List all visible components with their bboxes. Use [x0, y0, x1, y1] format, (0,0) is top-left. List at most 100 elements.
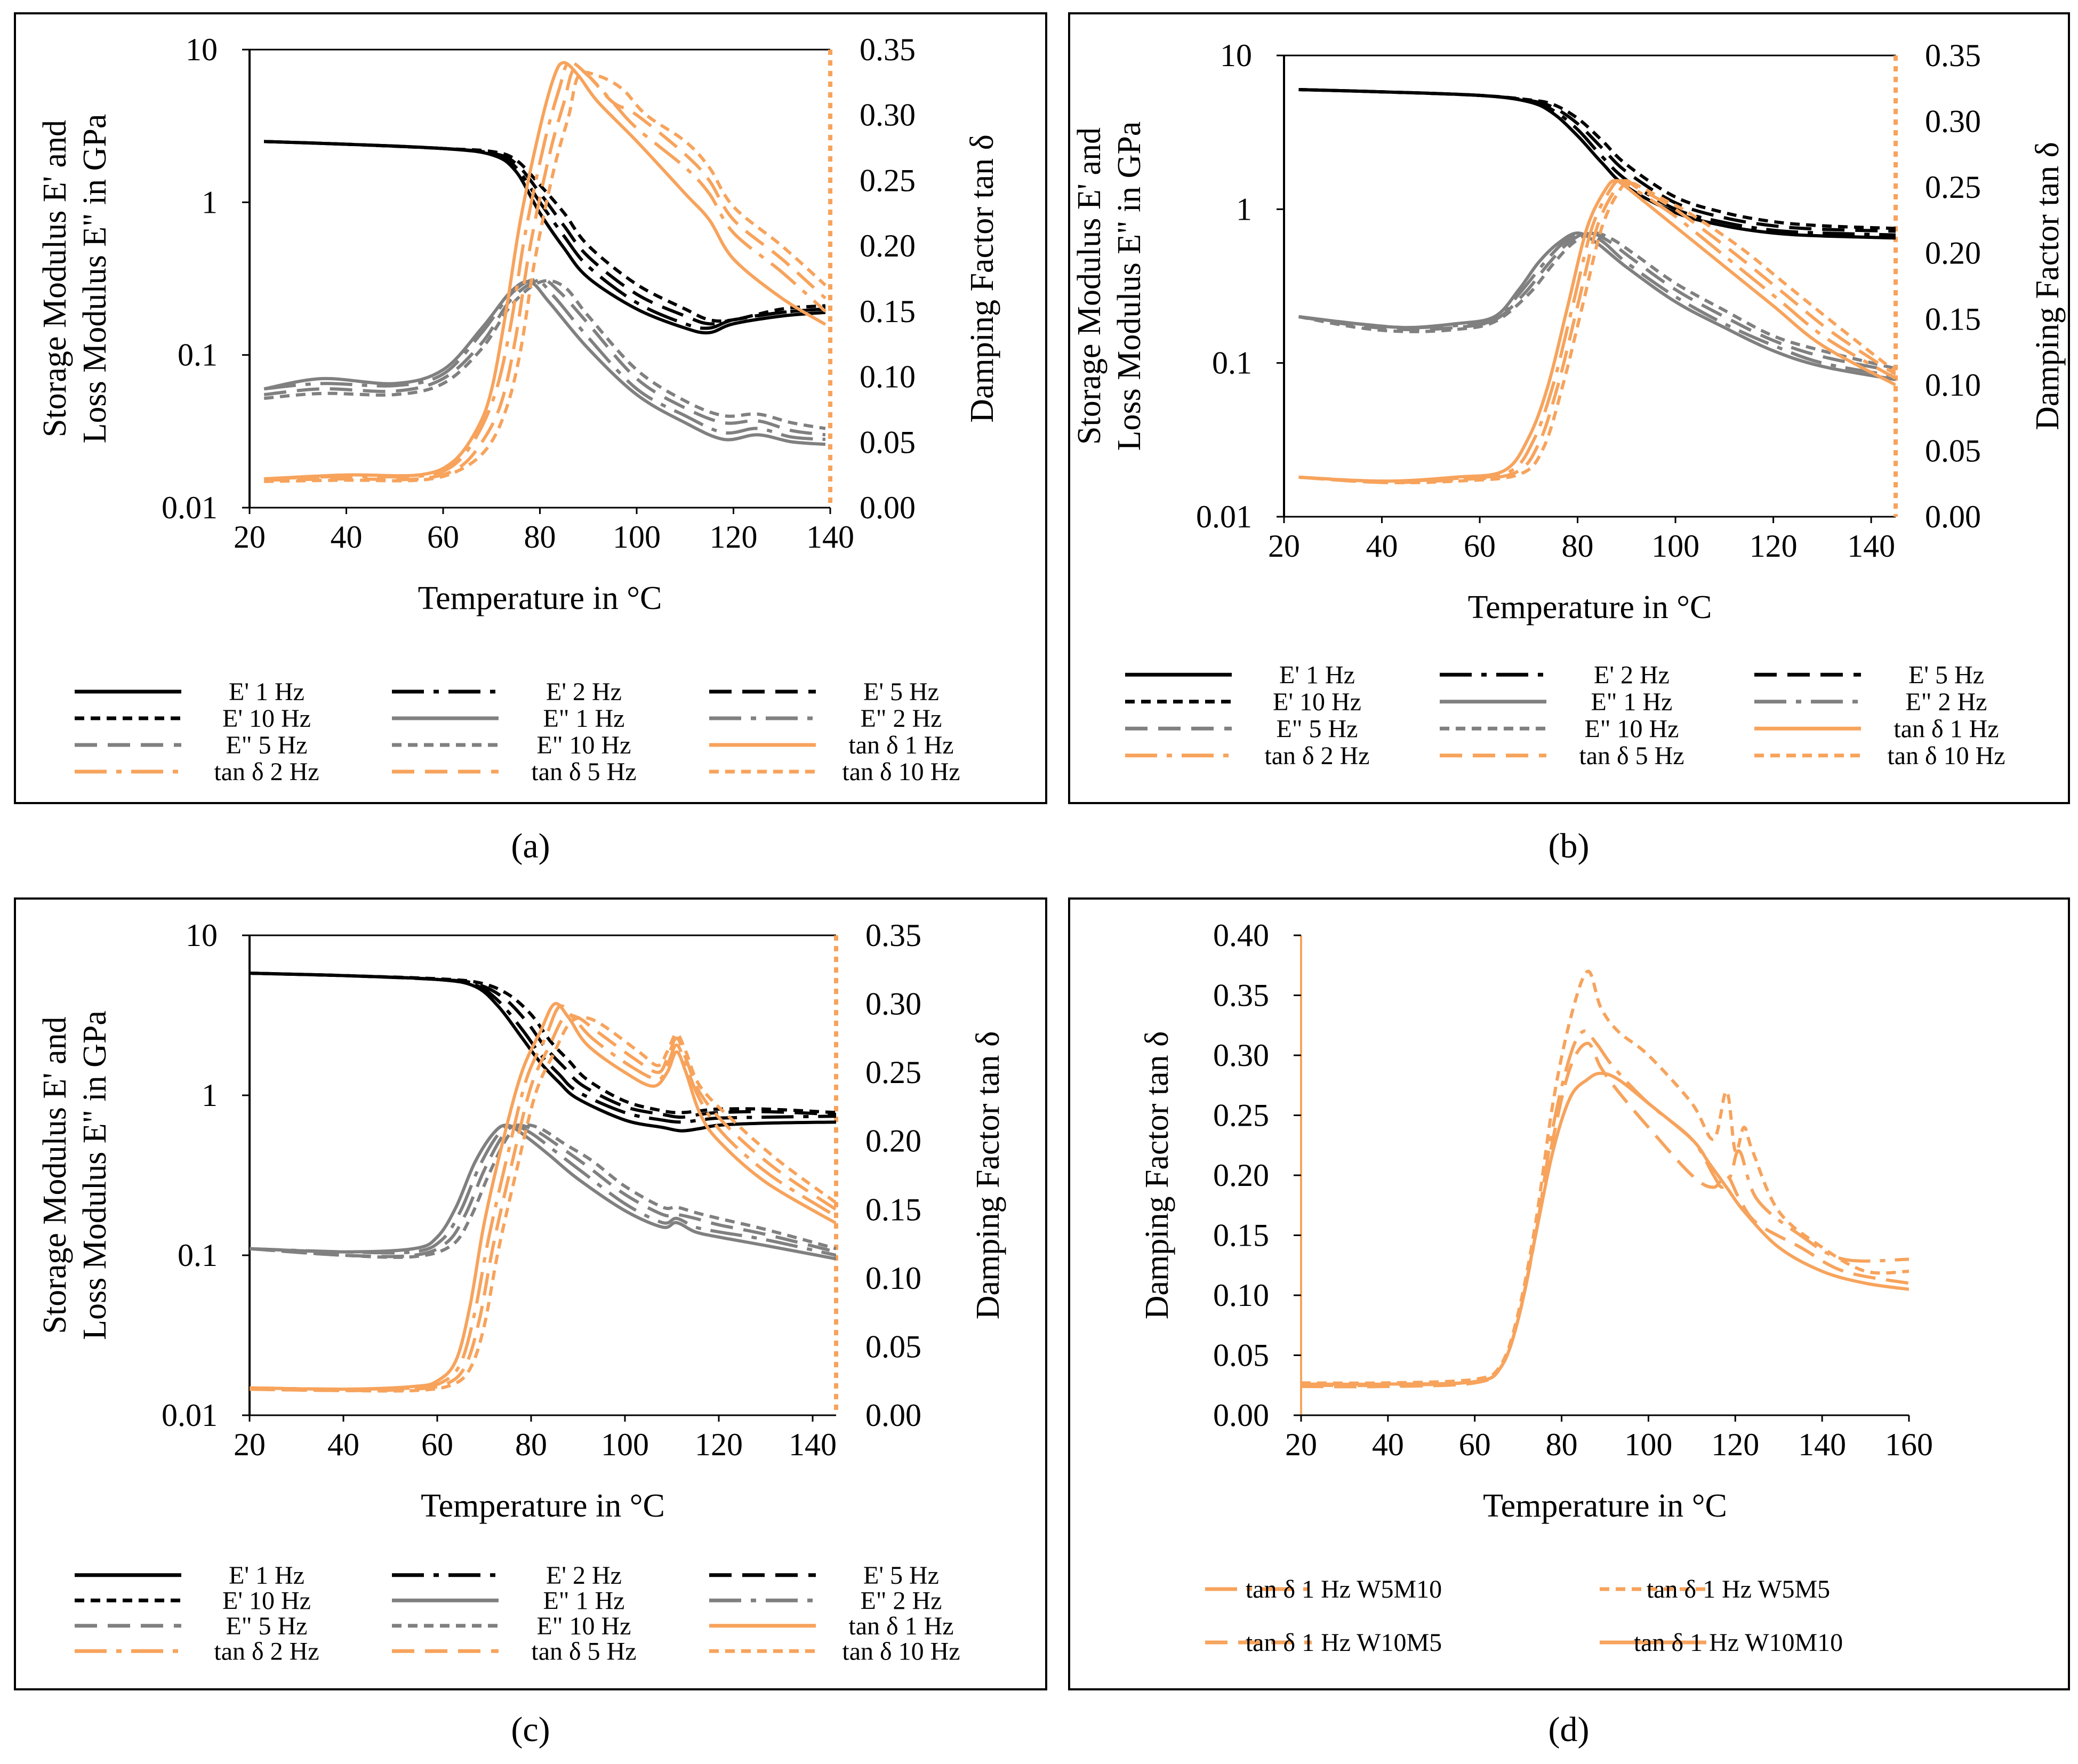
y-left-tick-label: 10 — [186, 32, 218, 67]
legend: tan δ 1 Hz W5M10 tan δ 1 Hz W5M5 tan δ 1 H… — [1205, 1575, 1843, 1657]
y-left-tick-label: 0.40 — [1213, 918, 1269, 953]
y-left-tick-label: 0.00 — [1213, 1398, 1269, 1433]
x-tick-label: 40 — [327, 1427, 359, 1462]
legend-label: tan δ 1 Hz W10M5 — [1246, 1629, 1442, 1657]
series-line-e-5-hz — [250, 972, 836, 1119]
y-left-tick-label: 0.25 — [1213, 1098, 1269, 1133]
x-axis-title: Temperature in °C — [1483, 1488, 1727, 1524]
series-group — [1298, 88, 1896, 485]
legend-label: E' 10 Hz — [1273, 688, 1361, 716]
y-right-tick-label: 0.30 — [1925, 104, 1981, 139]
legend-label: tan δ 2 Hz — [214, 1637, 319, 1665]
series-line-tan-1-hz-w10m5 — [1301, 1041, 1909, 1389]
y-right-tick-label: 0.20 — [860, 228, 916, 263]
legend-label: E" 10 Hz — [1585, 715, 1679, 743]
x-tick-label: 140 — [1798, 1427, 1846, 1462]
series-line-tan-10-hz — [264, 70, 827, 483]
x-tick-label: 40 — [1372, 1427, 1404, 1462]
legend-label: tan δ 1 Hz W5M5 — [1647, 1575, 1830, 1603]
x-tick-label: 120 — [710, 519, 758, 555]
x-tick-label: 60 — [427, 519, 459, 555]
legend-label: E' 5 Hz — [863, 678, 939, 706]
legend-label: E' 1 Hz — [1279, 661, 1355, 689]
series-line-e-1-hz — [250, 1123, 836, 1261]
series-line-e-5-hz — [263, 278, 826, 437]
series-group — [250, 972, 836, 1393]
y-axis-title-line1: Storage Modulus E' and — [37, 1017, 73, 1334]
series-line-e-5-hz — [250, 1123, 836, 1258]
y-right-tick-label: 0.20 — [865, 1124, 921, 1159]
y-axis-title: Damping Factor tan δ — [1139, 1031, 1175, 1320]
y-left-tick-label: 0.05 — [1213, 1338, 1269, 1373]
legend-label: tan δ 1 Hz — [848, 1612, 953, 1640]
series-line-tan-10-hz — [250, 1016, 836, 1393]
y-left-tick-label: 0.1 — [1212, 346, 1252, 381]
legend-label: tan δ 1 Hz — [848, 731, 953, 759]
x-tick-label: 140 — [1847, 528, 1895, 564]
y-left-tick-label: 0.1 — [178, 1238, 218, 1273]
chart-panel-a: 20 40 60 80 100 120 140 0.01 0.1 1 10 0.00 0.05 0.10 0… — [14, 12, 1047, 865]
panel-caption: (c) — [511, 1710, 550, 1749]
panel-caption: (b) — [1549, 827, 1590, 865]
panel-frame — [1068, 12, 2070, 804]
x-tick-label: 20 — [1268, 528, 1300, 564]
x-axis-title: Temperature in °C — [421, 1488, 665, 1524]
y-left-tick-label: 1 — [202, 185, 218, 220]
x-tick-label: 20 — [234, 519, 266, 555]
legend-label: E" 1 Hz — [543, 1586, 625, 1615]
y-axis-title-line1: Storage Modulus E' and — [1071, 127, 1108, 445]
y-left-tick-label: 1 — [1236, 191, 1252, 227]
series-line-tan-10-hz — [1298, 181, 1896, 485]
legend-label: tan δ 5 Hz — [1579, 742, 1684, 770]
x-tick-label: 140 — [806, 519, 854, 555]
y-axis-title-line2: Loss Modulus E" in GPa — [77, 1011, 113, 1340]
y-left-tick-label: 0.01 — [162, 1398, 218, 1433]
legend-label: E" 5 Hz — [226, 731, 308, 759]
y-right-tick-label: 0.05 — [865, 1329, 921, 1364]
series-line-e-2-hz — [250, 972, 836, 1124]
y-right-tick-label: 0.05 — [1925, 433, 1981, 468]
y-right-tick-label: 0.35 — [1925, 38, 1981, 73]
y-right-tick-label: 0.15 — [860, 294, 916, 329]
x-tick-label: 20 — [234, 1427, 266, 1462]
series-line-e-10-hz — [264, 140, 826, 323]
panel-caption: (a) — [511, 827, 550, 865]
series-line-e-10-hz — [263, 279, 826, 430]
y-right-tick-label: 0.35 — [860, 32, 916, 67]
x-tick-label: 160 — [1885, 1427, 1933, 1462]
y-right-tick-label: 0.00 — [860, 490, 916, 525]
x-tick-label: 80 — [1562, 528, 1594, 564]
chart-panel-c: 20 40 60 80 100 120 140 0.01 0.1 1 10 0.00 0.05 0.10 0… — [14, 897, 1047, 1749]
y-left-tick-label: 0.01 — [1196, 499, 1252, 534]
x-tick-label: 40 — [1366, 528, 1398, 564]
x-tick-label: 80 — [524, 519, 556, 555]
y-left-tick-label: 10 — [1220, 38, 1252, 73]
x-tick-label: 80 — [515, 1427, 547, 1462]
y-right-tick-label: 0.25 — [1925, 170, 1981, 205]
series-group — [1301, 969, 1909, 1389]
y-axis-title-line2: Loss Modulus E" in GPa — [77, 114, 113, 444]
y-left-tick-label: 0.10 — [1213, 1278, 1269, 1313]
legend-label: E' 1 Hz — [229, 678, 304, 706]
legend-label: tan δ 1 Hz — [1894, 715, 1999, 743]
y-right-tick-label: 0.15 — [1925, 301, 1981, 336]
x-tick-label: 100 — [1624, 1427, 1672, 1462]
y-right-tick-label: 0.35 — [865, 918, 921, 953]
y-left-tick-label: 0.1 — [178, 338, 218, 373]
legend-label: E" 10 Hz — [537, 1612, 631, 1640]
panel-caption: (d) — [1549, 1710, 1590, 1749]
x-tick-label: 100 — [1651, 528, 1699, 564]
series-line-e-2-hz — [1298, 231, 1896, 378]
x-tick-label: 80 — [1546, 1427, 1578, 1462]
series-line-e-1-hz — [263, 280, 826, 446]
legend-label: E" 2 Hz — [861, 1586, 942, 1615]
x-tick-label: 20 — [1285, 1427, 1317, 1462]
y-axis-right-title: Damping Factor tan δ — [970, 1031, 1006, 1320]
y-right-tick-label: 0.10 — [860, 359, 916, 395]
x-tick-label: 140 — [789, 1427, 837, 1462]
x-tick-label: 120 — [1750, 528, 1798, 564]
legend-label: E" 1 Hz — [1591, 688, 1673, 716]
series-line-e-5-hz — [1298, 88, 1896, 233]
panel-frame — [14, 897, 1047, 1690]
